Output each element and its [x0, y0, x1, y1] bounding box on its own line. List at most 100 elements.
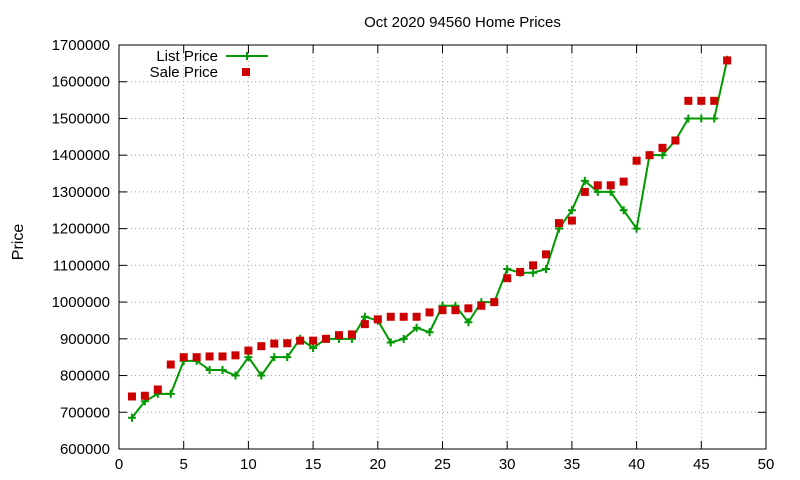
sale-price-point — [283, 339, 292, 348]
sale-price-point — [231, 351, 240, 360]
sale-price-point — [373, 315, 382, 324]
x-tick-label: 30 — [499, 456, 516, 473]
list-price-point — [658, 151, 667, 160]
list-price-point — [412, 323, 421, 332]
sale-price-point — [205, 352, 214, 361]
y-tick-label: 1100000 — [53, 257, 110, 274]
list-price-point — [386, 338, 395, 347]
list-price-point — [542, 265, 551, 274]
sale-price-point — [192, 353, 201, 362]
sale-price-point — [153, 385, 162, 394]
sale-price-point — [270, 339, 279, 348]
sale-price-point — [684, 96, 693, 105]
x-tick-label: 45 — [693, 456, 710, 473]
axis-ticks — [118, 44, 767, 450]
chart-title: Oct 2020 94560 Home Prices — [364, 14, 561, 31]
sale-price-point — [697, 96, 706, 105]
y-tick-label: 800000 — [60, 368, 110, 385]
sale-price-point — [645, 151, 654, 160]
sale-price-point — [606, 181, 615, 190]
sale-price-point — [490, 298, 499, 307]
list-price-point — [632, 224, 641, 233]
legend-label-sale-price: Sale Price — [150, 64, 218, 81]
sale-price-point — [127, 392, 136, 401]
sale-price-point — [503, 274, 512, 283]
x-tick-label: 50 — [758, 456, 775, 473]
list-price-point — [309, 344, 318, 352]
sale-price-point — [399, 312, 408, 321]
grid-lines — [119, 45, 766, 449]
sale-price-point — [451, 306, 460, 315]
list-price-point — [464, 318, 473, 327]
sale-price-point — [464, 304, 473, 313]
list-price-point — [619, 206, 628, 215]
legend-plus-marker — [243, 52, 251, 60]
sale-price-point — [244, 346, 253, 355]
sale-price-point — [257, 342, 266, 351]
x-tick-label: 40 — [628, 456, 645, 473]
y-tick-label: 1500000 — [52, 110, 110, 127]
sale-price-point — [347, 330, 356, 339]
x-tick-label: 15 — [305, 456, 322, 473]
sale-price-point — [179, 353, 188, 362]
y-tick-label: 1600000 — [52, 74, 110, 91]
sale-price-point — [477, 301, 486, 310]
y-axis-label: Price — [10, 224, 27, 261]
sale-price-point — [542, 250, 551, 259]
y-tick-label: 1300000 — [52, 184, 110, 201]
sale-price-point — [671, 136, 680, 145]
sale-price-point — [619, 177, 628, 186]
list-price-point — [231, 371, 240, 380]
sale-price-point — [309, 336, 318, 345]
sale-price-point — [723, 56, 732, 65]
sale-price-point — [658, 143, 667, 152]
y-tick-label: 1200000 — [52, 221, 110, 238]
x-tick-label: 0 — [115, 456, 123, 473]
y-tick-label: 600000 — [60, 441, 110, 458]
x-tick-label: 20 — [369, 456, 386, 473]
sale-price-point — [360, 320, 369, 329]
x-tick-label: 25 — [434, 456, 451, 473]
list-price-point — [580, 176, 589, 185]
list-price-point — [166, 389, 175, 398]
list-price-point — [127, 413, 136, 422]
list-price-point — [425, 328, 434, 337]
list-price-point — [684, 114, 693, 123]
sale-price-point — [425, 308, 434, 317]
sale-price-point — [296, 336, 305, 345]
sale-price-point — [140, 391, 149, 400]
legend-square-marker — [242, 68, 250, 76]
list-price-point — [399, 334, 408, 343]
sale-price-point — [529, 261, 538, 270]
sale-price-point — [218, 352, 227, 361]
legend-swatch-sale-price — [242, 68, 250, 76]
list-price-point — [205, 366, 214, 375]
sale-price-point — [593, 181, 602, 190]
sale-price-point — [516, 267, 525, 276]
sale-price-point — [567, 216, 576, 225]
y-tick-label: 900000 — [60, 331, 110, 348]
sale-price-point — [322, 334, 331, 343]
sale-price-point — [632, 156, 641, 165]
list-price-point — [283, 353, 292, 362]
sale-price-point — [580, 187, 589, 196]
list-price-point — [697, 114, 706, 123]
sale-price-point — [412, 312, 421, 321]
x-tick-label: 10 — [240, 456, 257, 473]
list-price-point — [218, 366, 227, 375]
y-tick-label: 1000000 — [52, 294, 110, 311]
list-price-point — [257, 371, 266, 380]
list-price-line — [131, 59, 729, 419]
x-tick-label: 35 — [564, 456, 581, 473]
legend-label-list-price: List Price — [156, 48, 218, 65]
list-price-point — [710, 114, 719, 123]
sale-price-point — [166, 360, 175, 369]
y-tick-label: 1700000 — [52, 37, 110, 54]
series-layer — [127, 55, 732, 422]
legend: List Price Sale Price — [150, 48, 268, 81]
list-price-point — [360, 312, 369, 321]
legend-swatch-list-price — [226, 52, 268, 60]
sale-price-point — [554, 219, 563, 228]
